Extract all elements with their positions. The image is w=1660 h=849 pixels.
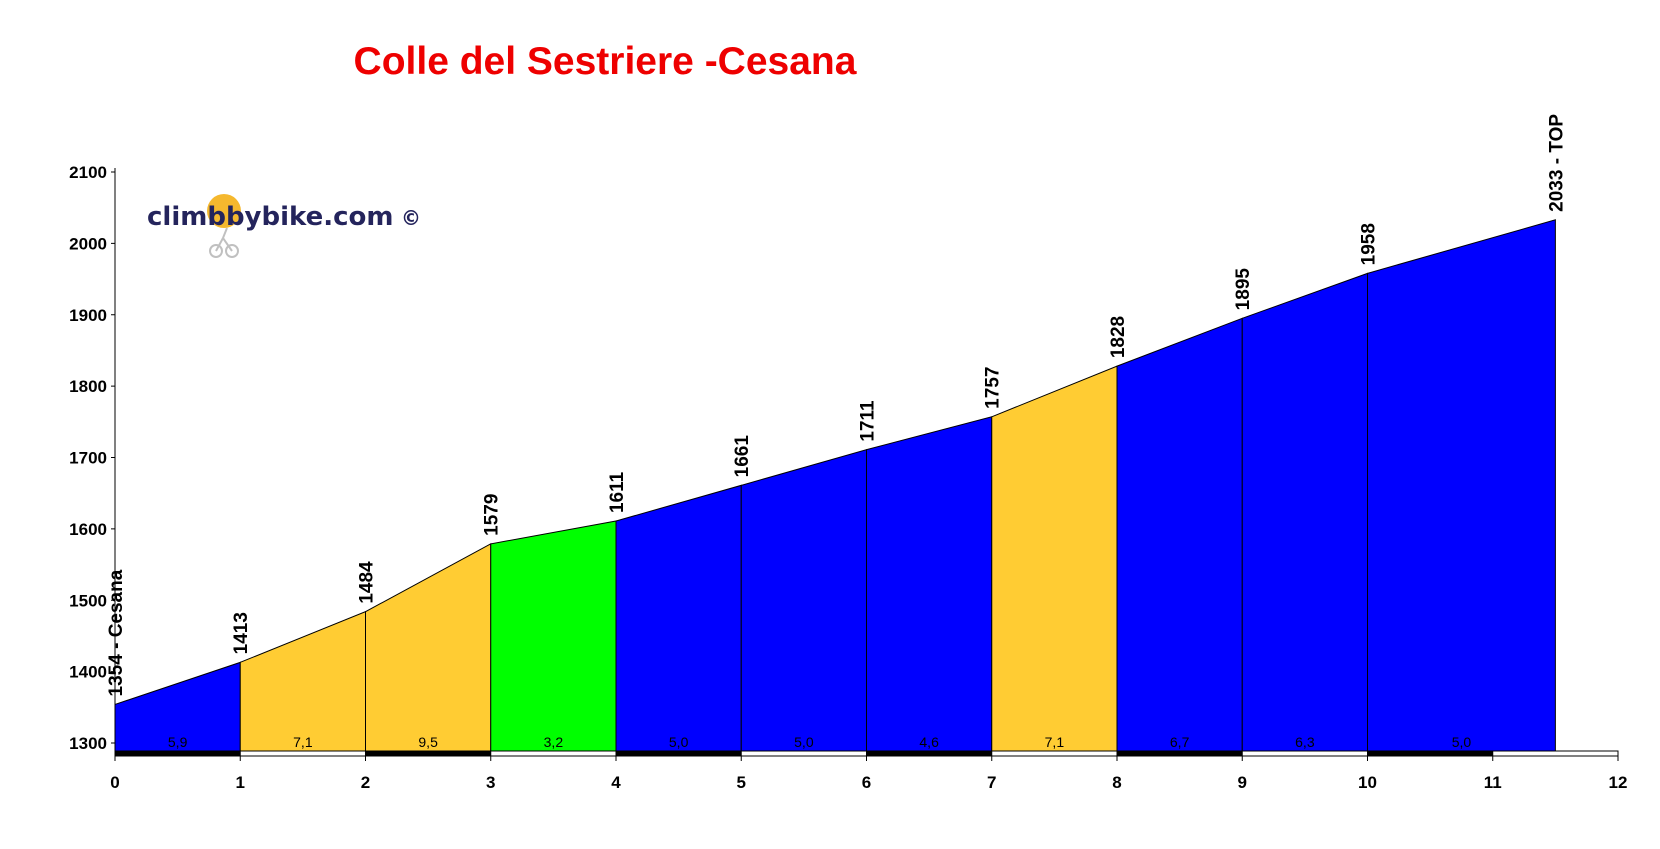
watermark-text: climbbybike.com <box>147 202 394 232</box>
x-tick-label-3: 3 <box>486 773 495 792</box>
elevation-label-7: 1711 <box>858 400 879 442</box>
elevation-label-5: 1611 <box>607 471 628 513</box>
y-tick-label-2100: 2100 <box>69 163 107 182</box>
gradient-label-7: 4,6 <box>919 734 939 750</box>
gradient-label-10: 6,3 <box>1295 734 1315 750</box>
gradient-labels: 5,9 7,1 9,5 3,2 5,0 5,0 4,6 7,1 6,7 6,3 5,0 <box>168 734 1471 750</box>
profile-segment-7 <box>866 416 993 752</box>
x-tick-label-1: 1 <box>236 773 245 792</box>
elevation-label-3: 1484 <box>357 561 378 604</box>
gradient-label-9: 6,7 <box>1170 734 1190 750</box>
profile-segment-2 <box>239 610 366 752</box>
x-tick-label-0: 0 <box>110 773 119 792</box>
y-tick-label-2000: 2000 <box>69 234 107 253</box>
elevation-label-8: 1757 <box>983 367 1004 409</box>
x-tick-label-6: 6 <box>862 773 871 792</box>
km-strip-9 <box>1241 750 1368 757</box>
km-strip-11 <box>1492 750 1619 757</box>
profile-segment-11 <box>1367 219 1556 752</box>
copyright-symbol: © <box>401 206 421 230</box>
gradient-label-3: 9,5 <box>418 734 438 750</box>
km-strip-0 <box>114 750 241 757</box>
y-tick-label-1700: 1700 <box>69 449 107 468</box>
km-strip-4 <box>615 750 742 757</box>
gradient-label-4: 3,2 <box>544 734 564 750</box>
y-tick-label-1400: 1400 <box>69 663 107 682</box>
elevation-label-2: 1413 <box>231 612 252 654</box>
km-strip-8 <box>1116 750 1243 757</box>
profile-segment-8 <box>991 365 1118 752</box>
y-tick-label-1500: 1500 <box>69 591 107 610</box>
x-tick-label-7: 7 <box>987 773 996 792</box>
gradient-label-8: 7,1 <box>1045 734 1065 750</box>
gradient-label-11: 5,0 <box>1452 734 1472 750</box>
cyclist-icon <box>209 227 239 258</box>
elevation-label-12: 2033 - TOP <box>1546 114 1567 212</box>
y-tick-label-1600: 1600 <box>69 520 107 539</box>
elevation-label-10: 1895 <box>1233 268 1254 311</box>
profile-segment-3 <box>365 543 492 752</box>
profile-segment-6 <box>740 448 867 752</box>
profile-segment-9 <box>1116 317 1243 752</box>
watermark-logo: climbbybike.com © <box>147 194 421 258</box>
profile-segments <box>114 219 1556 752</box>
y-tick-label-1300: 1300 <box>69 734 107 753</box>
km-strip-5 <box>740 750 867 757</box>
gradient-label-5: 5,0 <box>669 734 689 750</box>
km-strip-10 <box>1367 750 1494 757</box>
gradient-label-2: 7,1 <box>293 734 313 750</box>
profile-segment-5 <box>615 484 742 752</box>
x-tick-label-11: 11 <box>1484 773 1502 792</box>
km-strip-1 <box>239 750 366 757</box>
x-tick-label-4: 4 <box>611 773 621 792</box>
gradient-label-6: 5,0 <box>794 734 814 750</box>
gradient-label-1: 5,9 <box>168 734 188 750</box>
y-tick-label-1800: 1800 <box>69 377 107 396</box>
y-tick-label-1900: 1900 <box>69 306 107 325</box>
sun-icon <box>207 194 241 228</box>
km-strip-7 <box>991 750 1118 757</box>
elevation-label-11: 1958 <box>1359 223 1380 265</box>
km-strip-6 <box>866 750 993 757</box>
elevation-label-9: 1828 <box>1108 316 1129 358</box>
profile-segment-4 <box>490 520 617 752</box>
x-tick-label-10: 10 <box>1358 773 1377 792</box>
elevation-labels: 1354 - Cesana 1413 1484 1579 1611 1661 1711 175… <box>106 114 1567 697</box>
chart-title: Colle del Sestriere -Cesana <box>353 40 857 83</box>
x-tick-label-2: 2 <box>361 773 370 792</box>
km-baseline <box>114 750 1619 757</box>
x-tick-label-9: 9 <box>1238 773 1247 792</box>
km-strip-2 <box>365 750 492 757</box>
x-tick-label-5: 5 <box>737 773 746 792</box>
elevation-label-4: 1579 <box>482 494 503 536</box>
elevation-label-6: 1661 <box>732 435 753 478</box>
x-tick-label-12: 12 <box>1609 773 1628 792</box>
elevation-label-1: 1354 - Cesana <box>106 569 127 696</box>
profile-segment-10 <box>1241 272 1368 752</box>
km-strip-3 <box>490 750 617 757</box>
x-tick-label-8: 8 <box>1112 773 1121 792</box>
